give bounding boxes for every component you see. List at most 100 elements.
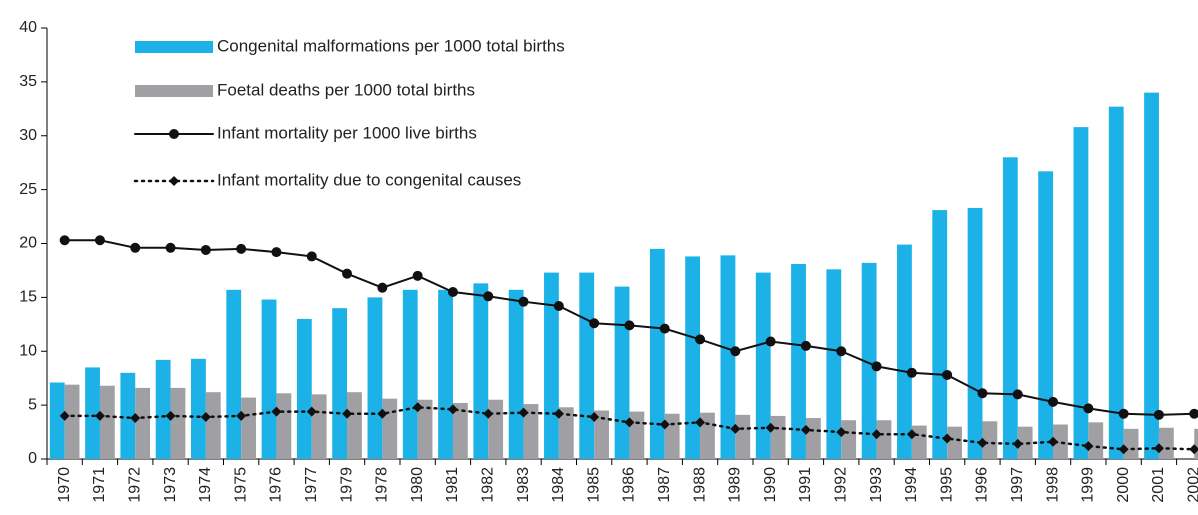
bar: [1158, 427, 1174, 459]
bar: [967, 207, 983, 459]
x-tick-label: 1979: [338, 467, 355, 503]
bar: [770, 415, 786, 459]
x-tick-label: 1997: [1009, 467, 1026, 503]
x-tick-label: 1976: [268, 467, 285, 503]
bar: [841, 420, 857, 459]
y-tick-label: 25: [19, 181, 37, 198]
bar: [1088, 422, 1104, 459]
bar: [523, 404, 539, 459]
line-marker: [800, 340, 811, 351]
line-marker: [553, 408, 564, 419]
bar: [649, 248, 665, 459]
legend-label: Infant mortality due to congenital cause…: [217, 170, 521, 189]
y-tick-label: 5: [28, 396, 37, 413]
line-marker: [1083, 403, 1094, 414]
bar: [402, 289, 418, 459]
line-marker: [659, 323, 670, 334]
bar: [947, 426, 962, 459]
line-marker: [906, 367, 917, 378]
bar: [805, 418, 821, 459]
y-tick-label: 15: [19, 289, 37, 306]
line-marker: [165, 242, 176, 253]
line-marker: [765, 336, 776, 347]
x-tick-label: 1987: [656, 467, 673, 503]
bar: [558, 407, 574, 459]
line-marker: [871, 361, 882, 372]
line-marker: [1118, 408, 1129, 419]
line-marker: [695, 417, 706, 428]
bar: [276, 393, 292, 459]
line-marker: [412, 402, 423, 413]
legend-item: Congenital malformations per 1000 total …: [135, 36, 565, 55]
line-marker: [377, 408, 388, 419]
line-marker: [412, 270, 423, 281]
legend-label: Foetal deaths per 1000 total births: [217, 80, 475, 99]
bar: [629, 411, 645, 459]
bar: [170, 387, 186, 459]
line-marker: [977, 437, 988, 448]
bar: [932, 210, 948, 459]
line-marker: [1189, 444, 1198, 455]
x-tick-label: 1972: [126, 467, 143, 503]
bar: [685, 256, 701, 459]
line-marker: [518, 407, 529, 418]
x-tick-label: 1983: [515, 467, 532, 503]
line-marker: [200, 411, 211, 422]
y-tick-label: 40: [19, 19, 37, 36]
line-marker: [1189, 408, 1198, 419]
legend-swatch: [135, 41, 213, 53]
x-tick-label: 1973: [162, 467, 179, 503]
bar: [1073, 127, 1089, 459]
line-marker: [236, 410, 247, 421]
line-marker: [377, 282, 388, 293]
x-tick-label: 1970: [56, 467, 73, 503]
bar: [473, 283, 489, 459]
legend-item: Infant mortality per 1000 live births: [134, 123, 477, 142]
line-marker: [1083, 441, 1094, 452]
legend-item: Foetal deaths per 1000 total births: [135, 80, 475, 99]
bar: [347, 392, 362, 459]
bar: [1144, 92, 1159, 460]
line-marker: [553, 300, 564, 311]
bar: [614, 286, 630, 459]
line-marker: [1048, 396, 1059, 407]
line-marker: [306, 251, 317, 262]
line-marker: [765, 422, 776, 433]
line-marker: [836, 427, 847, 438]
line-marker: [800, 424, 811, 435]
line-marker: [200, 244, 211, 255]
bar: [911, 425, 927, 459]
line-marker: [730, 346, 741, 357]
bar: [135, 387, 151, 459]
legend-item: Infant mortality due to congenital cause…: [133, 170, 521, 189]
bar: [120, 372, 136, 459]
bar: [1108, 106, 1124, 459]
x-tick-label: 1996: [974, 467, 991, 503]
x-tick-label: 1971: [91, 467, 108, 503]
bar: [700, 412, 715, 459]
x-tick-label: 1988: [691, 467, 708, 503]
bar: [311, 394, 327, 459]
bar: [982, 421, 998, 459]
x-tick-label: 2001: [1150, 467, 1167, 503]
bar: [1123, 428, 1139, 459]
x-tick-label: 1984: [550, 467, 567, 503]
y-tick-label: 35: [19, 73, 37, 90]
line-marker: [94, 235, 105, 246]
bar: [382, 398, 398, 459]
bar: [99, 385, 115, 459]
line-marker: [165, 410, 176, 421]
bar: [1017, 426, 1033, 459]
line-marker: [447, 286, 458, 297]
bar: [417, 399, 433, 459]
bar: [488, 399, 504, 459]
x-tick-label: 1981: [444, 467, 461, 503]
x-tick-label: 1985: [585, 467, 602, 503]
line-marker: [977, 388, 988, 399]
bar: [579, 272, 595, 459]
bar: [664, 413, 680, 459]
line-marker: [518, 296, 529, 307]
legend-marker: [169, 176, 179, 186]
line-marker: [483, 291, 494, 302]
